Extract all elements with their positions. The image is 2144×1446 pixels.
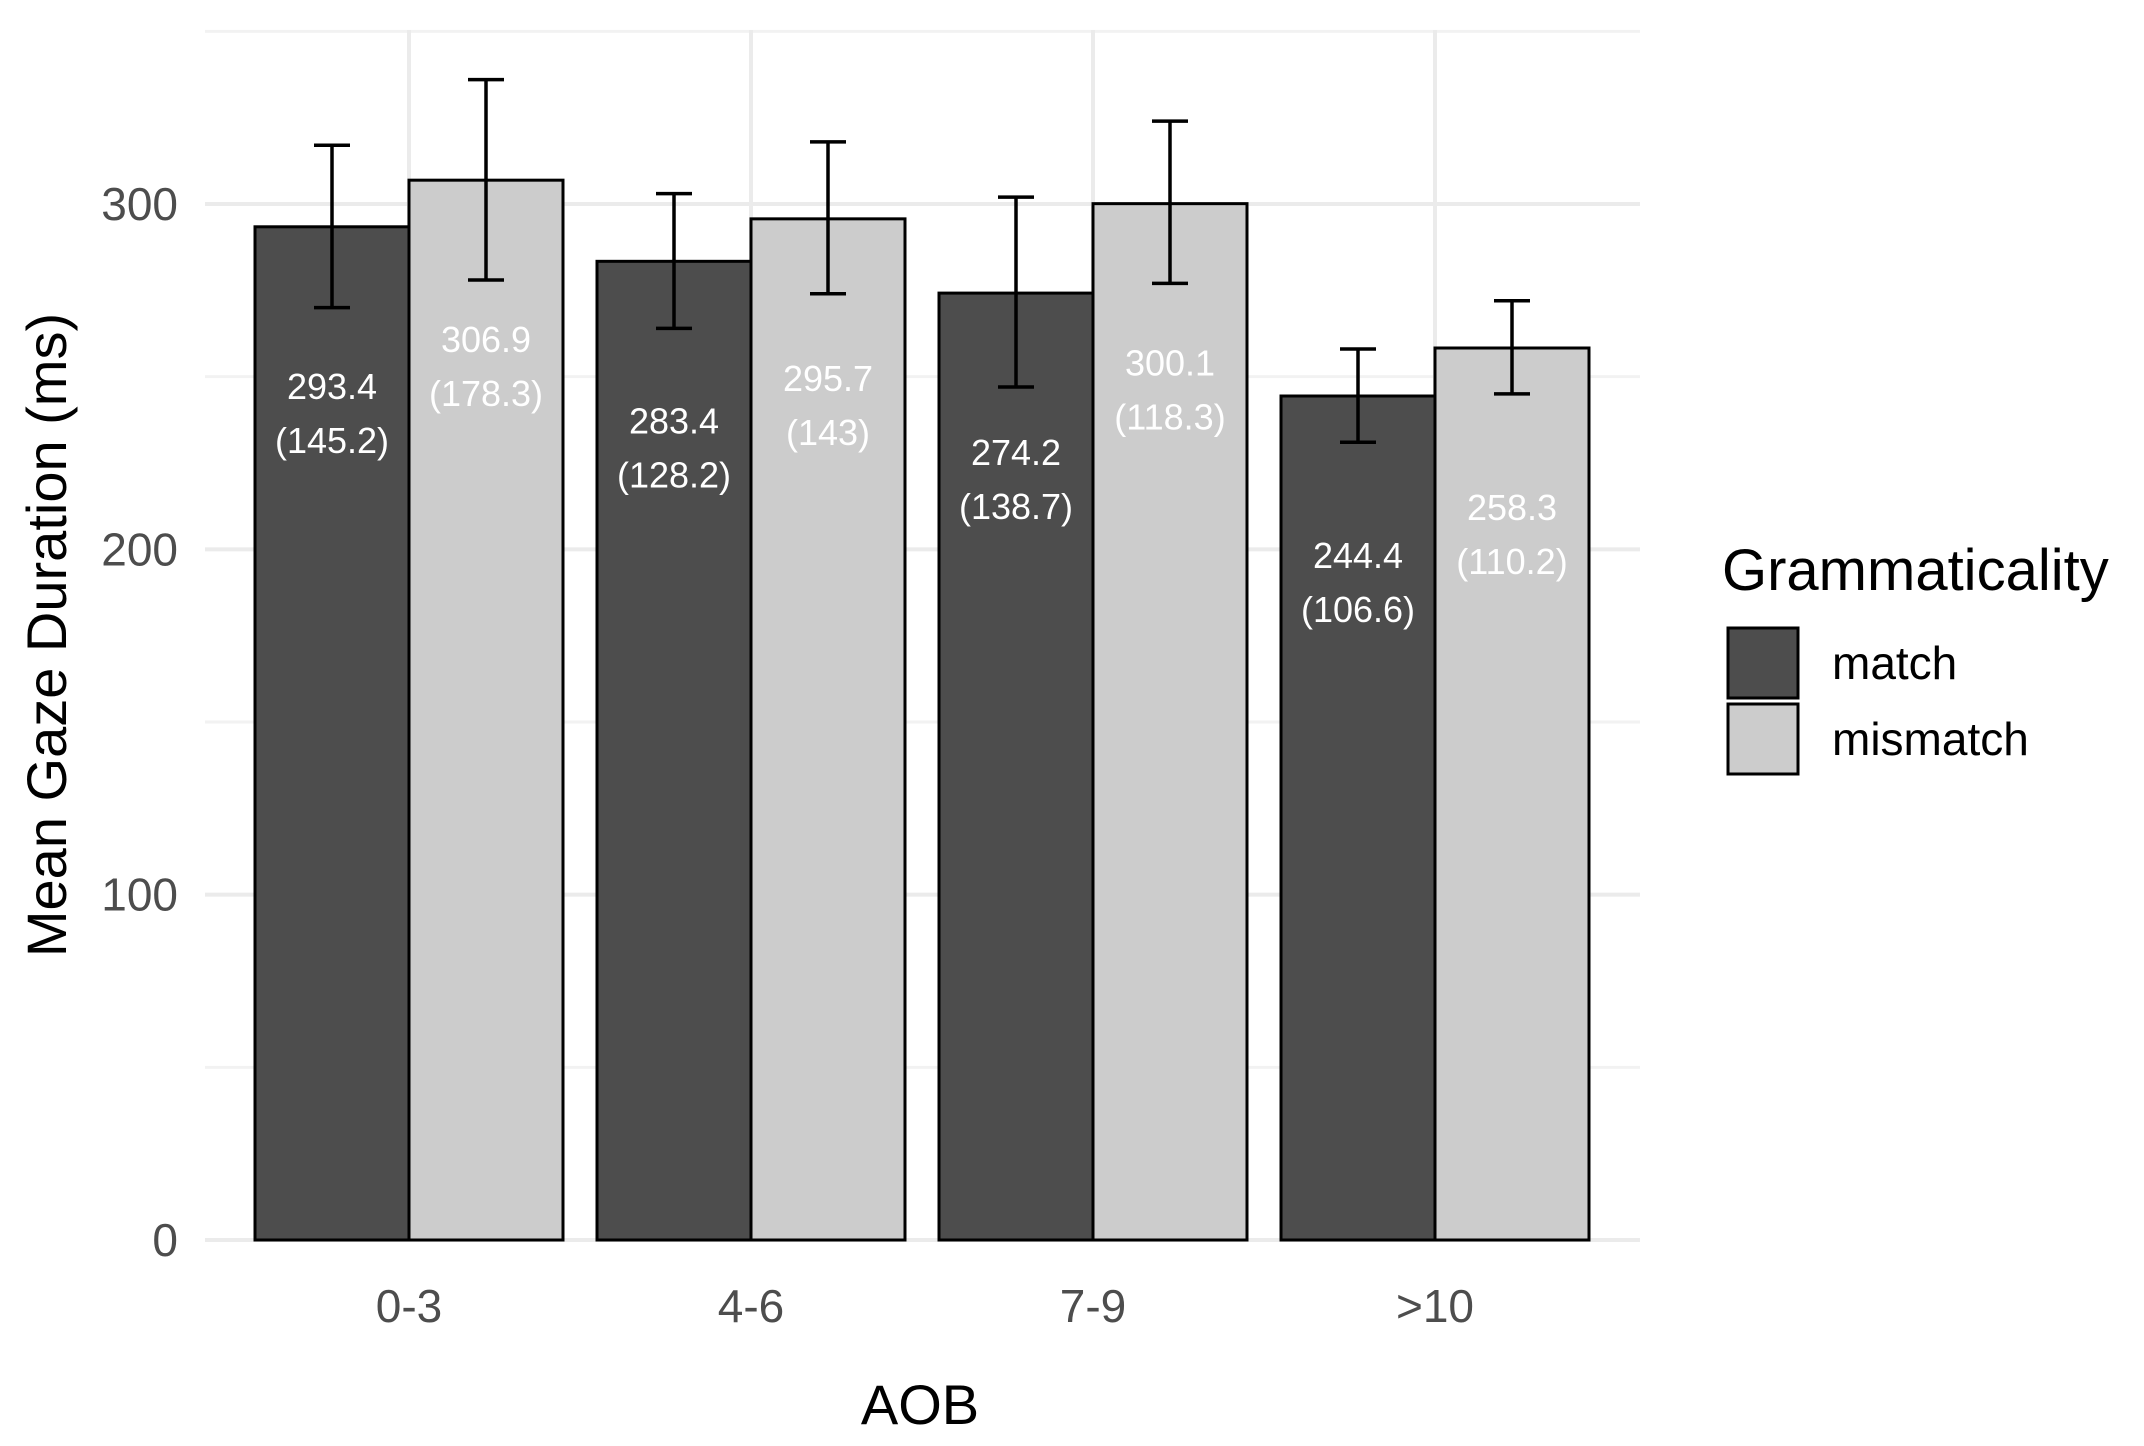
x-tick-label: 0-3 — [376, 1280, 442, 1332]
data-label-mean: 258.3 — [1467, 487, 1557, 528]
legend-key-match — [1726, 626, 1800, 700]
data-label-mean: 244.4 — [1313, 535, 1403, 576]
bar-mismatch-3 — [1433, 346, 1591, 1242]
legend-label-match: match — [1832, 637, 1957, 689]
data-label-mean: 306.9 — [441, 319, 531, 360]
x-tick-label: 7-9 — [1060, 1280, 1126, 1332]
legend-key-mismatch — [1726, 702, 1800, 776]
data-label-sd: (128.2) — [617, 454, 731, 495]
data-label-sd: (178.3) — [429, 373, 543, 414]
data-label-sd: (118.3) — [1114, 397, 1225, 438]
error-bar-match-0 — [314, 143, 350, 310]
error-bar-match-1 — [656, 191, 692, 331]
data-label-sd: (145.2) — [275, 420, 389, 461]
data-label-sd: (106.6) — [1301, 589, 1415, 630]
y-tick-label: 300 — [101, 178, 178, 230]
data-label-sd: (110.2) — [1456, 541, 1567, 582]
error-bar-match-3 — [1340, 347, 1376, 445]
y-tick-label: 200 — [101, 523, 178, 575]
legend-label-mismatch: mismatch — [1832, 713, 2029, 765]
data-label-mean: 295.7 — [783, 358, 873, 399]
x-tick-label: >10 — [1396, 1280, 1474, 1332]
legend-title: Grammaticality — [1722, 538, 2109, 603]
bar-match-1 — [595, 259, 753, 1242]
bar-match-3 — [1279, 394, 1437, 1242]
data-label-mean: 293.4 — [287, 366, 377, 407]
error-bar-mismatch-2 — [1152, 119, 1188, 286]
bar-match-0 — [253, 225, 411, 1242]
data-label-sd: (138.7) — [959, 486, 1073, 527]
data-label-mean: 300.1 — [1125, 343, 1215, 384]
bar-mismatch-0 — [407, 178, 565, 1242]
x-tick-label: 4-6 — [718, 1280, 784, 1332]
data-label-sd: (143) — [786, 412, 870, 453]
bars — [253, 178, 1591, 1242]
y-axis-title: Mean Gaze Duration (ms) — [15, 313, 78, 957]
error-bar-mismatch-3 — [1494, 298, 1530, 396]
legend: Grammaticality match mismatch — [1722, 538, 2109, 776]
error-bar-match-2 — [998, 195, 1034, 389]
error-bars — [314, 77, 1530, 445]
axes: 0 100 200 300 0-3 4-6 7-9 >10 AOB Mean Gaze Durat… — [15, 178, 1474, 1436]
bar-mismatch-2 — [1091, 202, 1249, 1242]
error-bar-mismatch-0 — [468, 77, 504, 282]
error-bar-mismatch-1 — [810, 140, 846, 296]
bar-mismatch-1 — [749, 217, 907, 1242]
data-labels: 293.4 (145.2) 283.4 (128.2) 274.2 (138.7) 244.… — [275, 319, 1568, 630]
x-axis-title: AOB — [861, 1373, 979, 1436]
data-label-mean: 274.2 — [971, 432, 1061, 473]
y-tick-label: 0 — [152, 1214, 178, 1266]
y-tick-label: 100 — [101, 869, 178, 921]
data-label-mean: 283.4 — [629, 400, 719, 441]
